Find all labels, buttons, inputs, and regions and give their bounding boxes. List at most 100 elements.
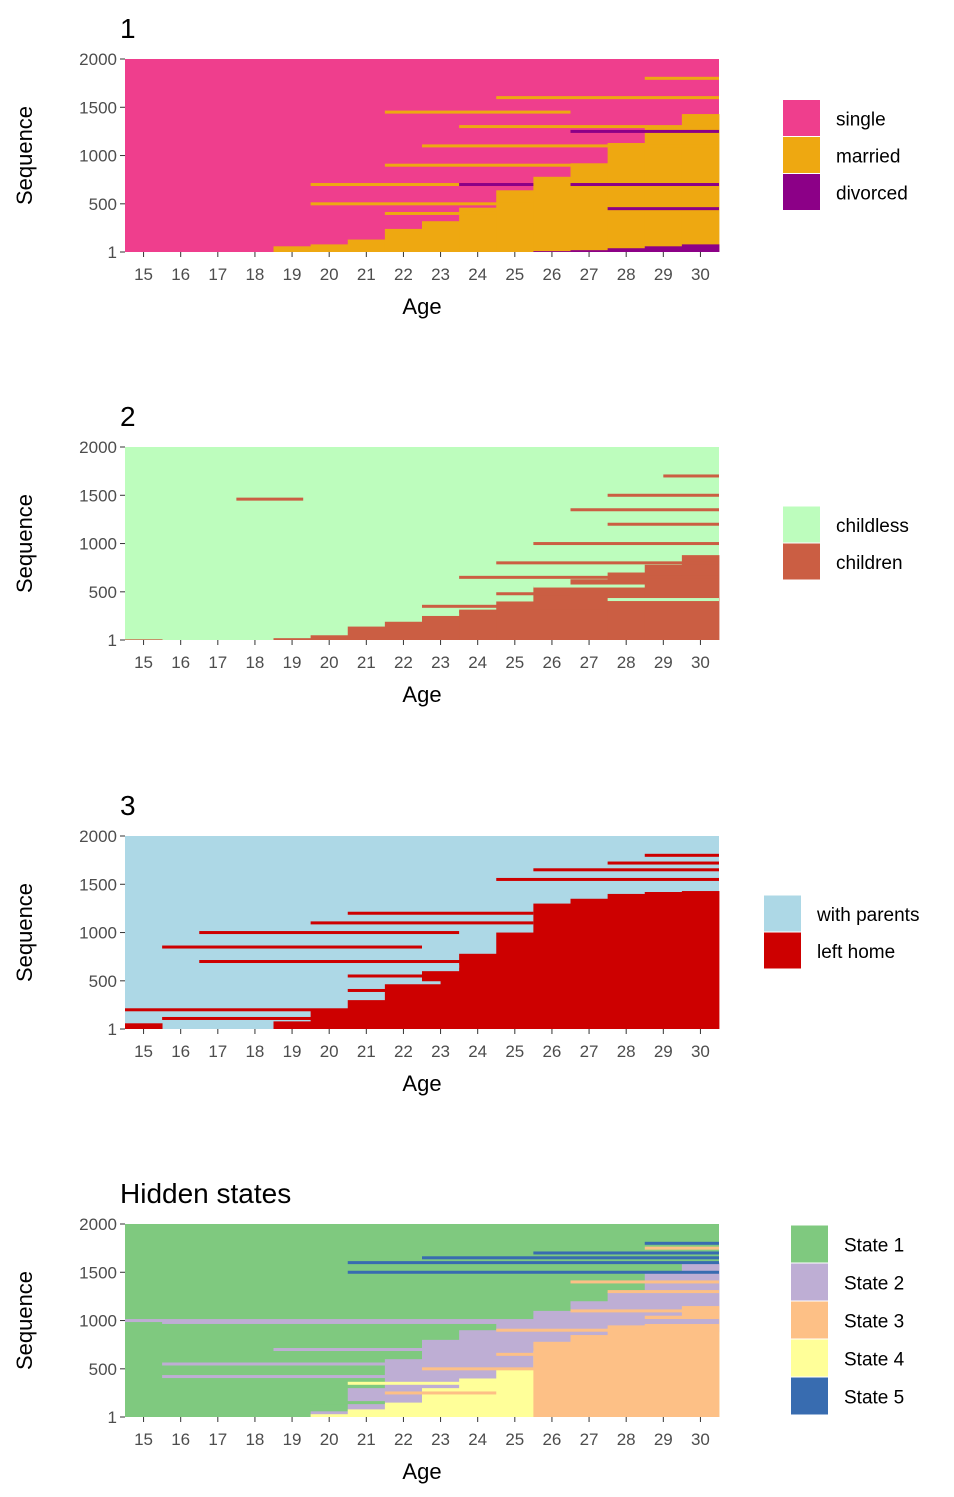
legend-key xyxy=(783,543,820,580)
x-tick-label: 28 xyxy=(617,1430,636,1449)
sequence-streak xyxy=(384,163,571,167)
sequence-streak xyxy=(570,508,719,512)
sequence-streak xyxy=(496,877,719,881)
y-tick-label: 2000 xyxy=(79,827,117,846)
x-tick-label: 28 xyxy=(617,1042,636,1061)
state-region-block xyxy=(681,1306,720,1417)
state-region-block xyxy=(681,891,720,1029)
x-tick-label: 26 xyxy=(542,653,561,672)
x-axis-title: Age xyxy=(402,1071,441,1096)
sequence-streak xyxy=(644,853,719,857)
x-tick-label: 25 xyxy=(505,653,524,672)
state-region-block xyxy=(347,626,386,640)
state-region-block xyxy=(570,898,609,1029)
legend: single married divorced xyxy=(783,100,908,210)
state-region-block xyxy=(607,248,646,252)
x-tick-label: 19 xyxy=(283,1430,302,1449)
legend-label: left home xyxy=(817,942,895,963)
state-region-block xyxy=(570,250,609,252)
sequence-streak xyxy=(644,76,719,80)
legend-label: married xyxy=(836,147,900,168)
sequence-streak xyxy=(162,945,422,949)
x-tick-label: 17 xyxy=(208,1430,227,1449)
state-region-block xyxy=(644,1315,683,1417)
x-tick-label: 21 xyxy=(357,265,376,284)
x-tick-label: 22 xyxy=(394,1430,413,1449)
sequence-streak xyxy=(607,522,719,526)
x-tick-label: 18 xyxy=(245,265,264,284)
y-tick-label: 500 xyxy=(89,1360,117,1379)
x-tick-label: 23 xyxy=(431,265,450,284)
sequence-streak xyxy=(273,1348,534,1352)
legend-key xyxy=(791,1339,828,1377)
state-region-block xyxy=(607,142,646,252)
sequence-streak xyxy=(162,1016,385,1020)
state-region-block xyxy=(607,1325,646,1417)
sequence-streak xyxy=(310,202,534,206)
x-tick-label: 28 xyxy=(617,653,636,672)
x-tick-label: 17 xyxy=(208,1042,227,1061)
legend-key xyxy=(764,932,801,969)
legend-key xyxy=(791,1225,828,1263)
x-tick-label: 20 xyxy=(320,1430,339,1449)
x-tick-label: 23 xyxy=(431,653,450,672)
state-region-block xyxy=(347,239,386,252)
legend: with parents left home xyxy=(764,895,919,969)
y-axis-title: Sequence xyxy=(12,494,37,593)
x-tick-label: 21 xyxy=(357,1430,376,1449)
sequence-streak xyxy=(644,1246,719,1250)
x-tick-label: 21 xyxy=(357,1042,376,1061)
x-tick-label: 26 xyxy=(542,1430,561,1449)
x-tick-label: 22 xyxy=(394,653,413,672)
x-tick-label: 18 xyxy=(245,1042,264,1061)
x-axis-title: Age xyxy=(402,1459,441,1484)
legend-key xyxy=(791,1263,828,1301)
sequence-streak xyxy=(570,1309,719,1313)
y-axis-title: Sequence xyxy=(12,883,37,982)
state-region-block xyxy=(570,163,609,252)
x-tick-label: 19 xyxy=(283,653,302,672)
state-region-block xyxy=(273,638,312,640)
x-tick-label: 28 xyxy=(617,265,636,284)
legend-key xyxy=(791,1377,828,1415)
sequence-streak xyxy=(607,1290,719,1294)
state-region-block xyxy=(681,244,720,252)
panel-title: 2 xyxy=(120,401,136,432)
sequence-streak xyxy=(384,110,571,114)
x-tick-label: 25 xyxy=(505,1430,524,1449)
legend-label: children xyxy=(836,553,903,574)
sequence-streak xyxy=(125,1319,719,1323)
x-tick-label: 27 xyxy=(580,265,599,284)
sequence-streak xyxy=(570,129,719,133)
sequence-streak xyxy=(422,144,719,148)
state-region-block xyxy=(496,1368,534,1417)
sequence-streak xyxy=(496,561,719,565)
state-region-block xyxy=(310,244,349,252)
sequence-streak xyxy=(347,1270,719,1274)
x-tick-label: 29 xyxy=(654,1042,673,1061)
legend-label: State 2 xyxy=(844,1274,904,1295)
sequence-streak xyxy=(607,207,719,211)
y-tick-label: 2000 xyxy=(79,438,117,457)
x-tick-label: 16 xyxy=(171,1430,190,1449)
state-region-block xyxy=(459,953,497,1029)
state-region-block xyxy=(607,893,646,1029)
x-tick-label: 15 xyxy=(134,1430,153,1449)
x-tick-label: 23 xyxy=(431,1042,450,1061)
legend-key xyxy=(783,174,820,210)
x-tick-label: 24 xyxy=(468,653,487,672)
state-region-block xyxy=(496,190,534,252)
sequence-streak xyxy=(570,1280,719,1284)
sequence-streak xyxy=(459,125,719,129)
sequence-streak xyxy=(663,474,719,478)
x-tick-label: 17 xyxy=(208,265,227,284)
sequence-streak xyxy=(310,921,534,925)
state-region-block xyxy=(125,1023,163,1029)
y-tick-label: 1000 xyxy=(79,535,117,554)
state-region-block xyxy=(422,971,460,1029)
legend-label: divorced xyxy=(836,184,908,205)
sequence-streak xyxy=(644,1241,719,1245)
